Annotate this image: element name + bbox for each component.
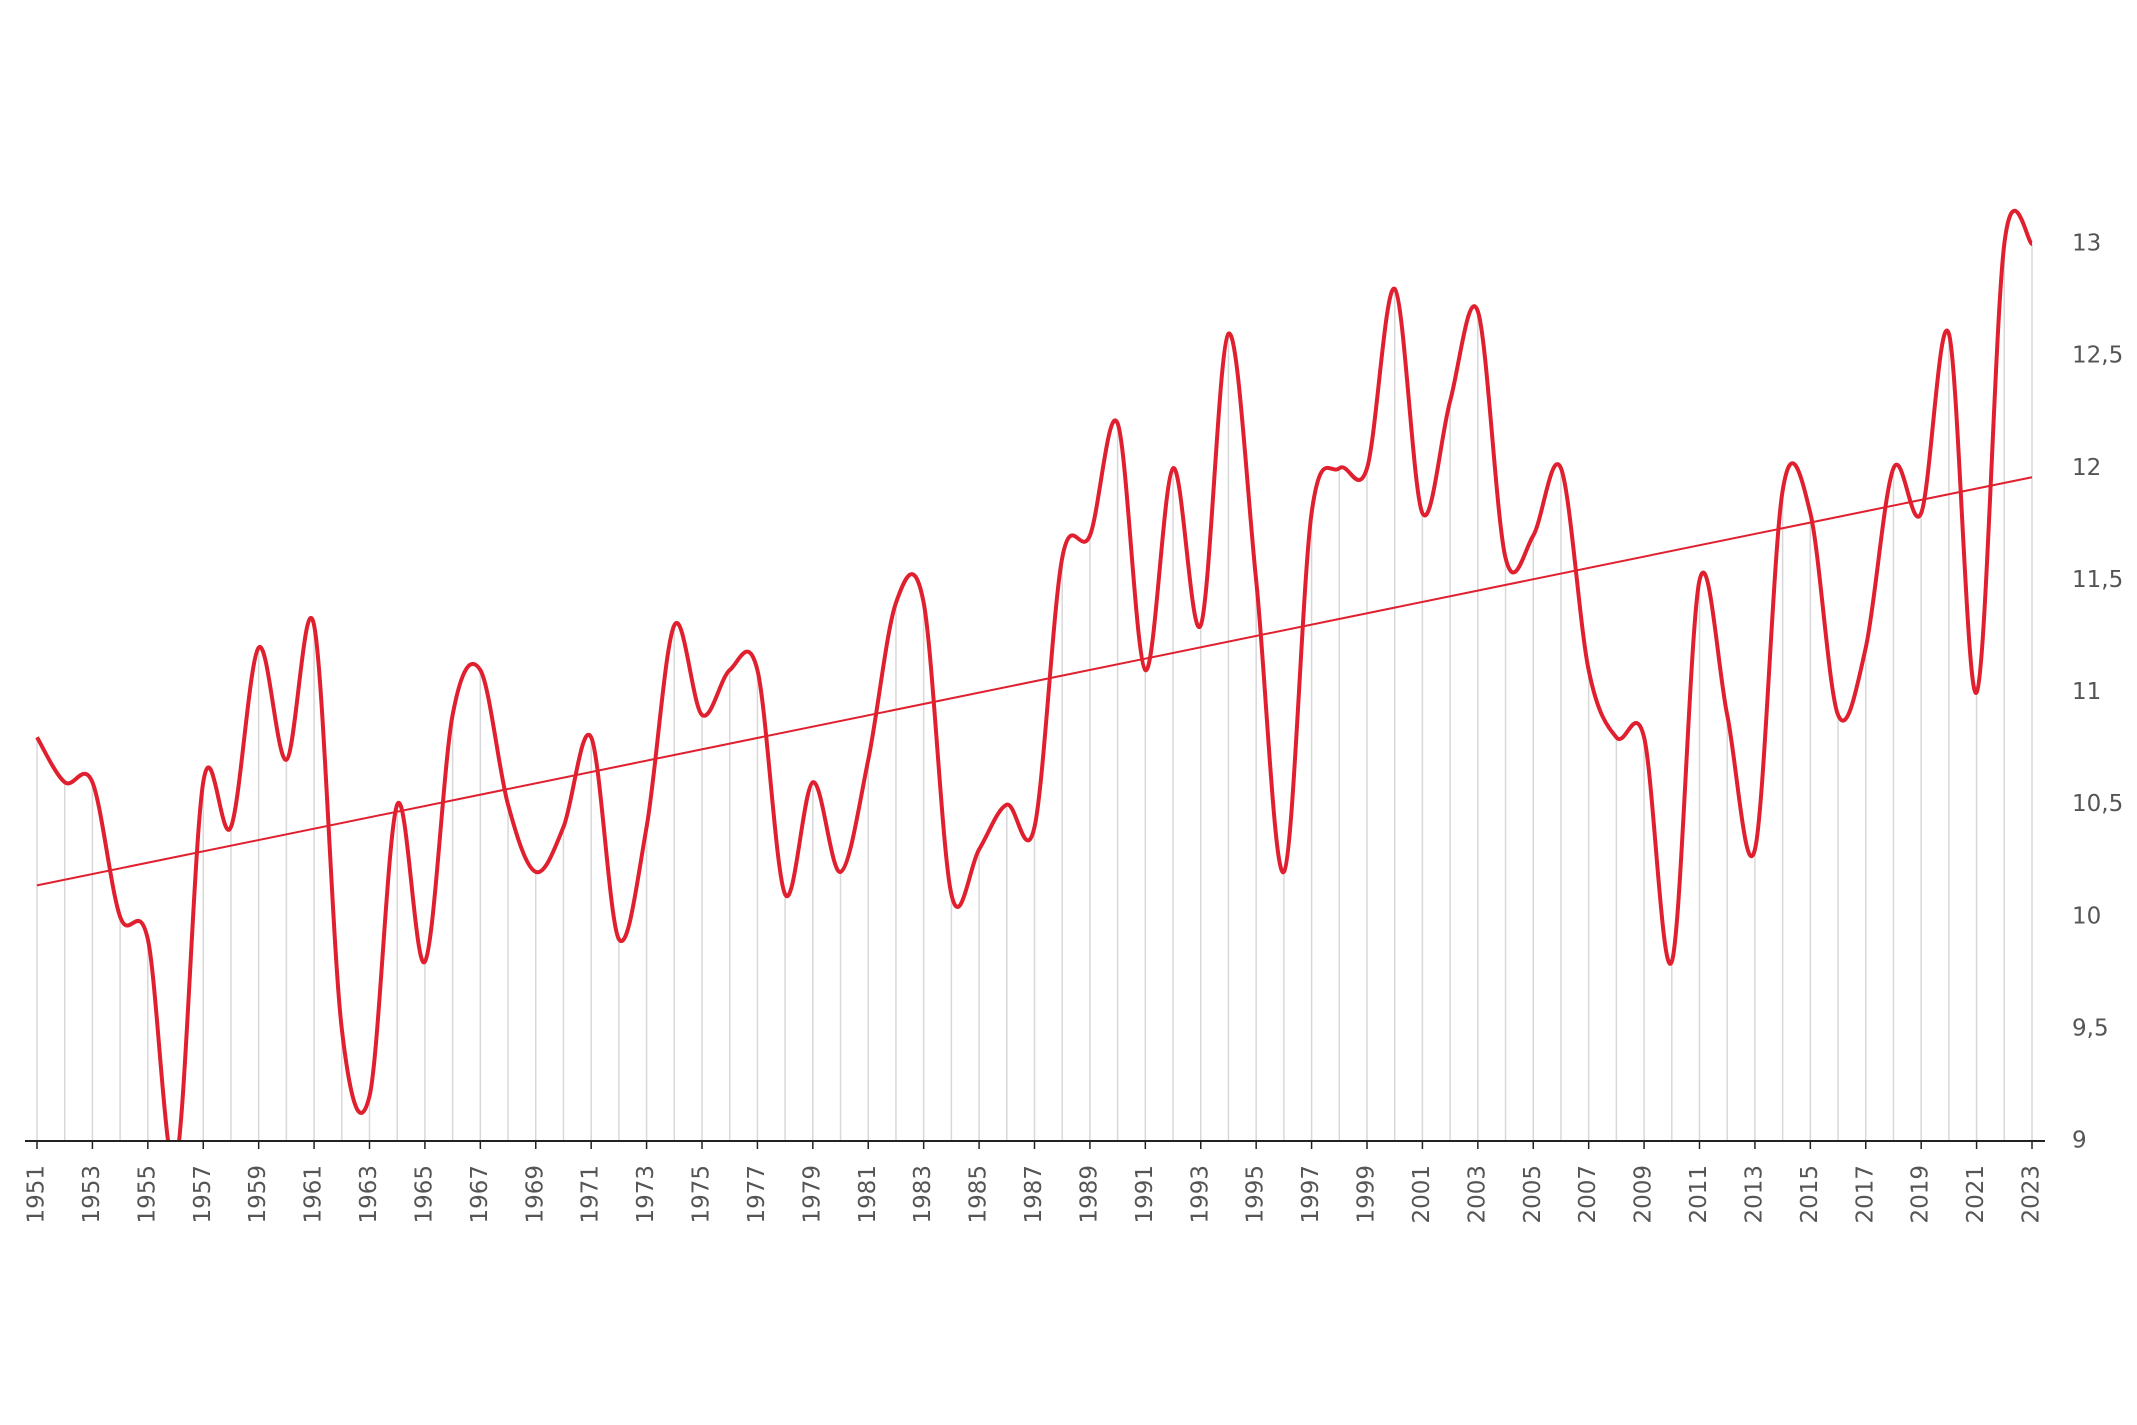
x-tick-label: 2007 (1575, 1165, 1601, 1224)
data-line (35, 208, 2034, 1141)
x-tick-label: 1985 (966, 1165, 992, 1224)
y-tick-label: 9,5 (2072, 1015, 2109, 1041)
x-tick-label: 2015 (1797, 1165, 1823, 1224)
x-tick-label: 1983 (910, 1165, 936, 1224)
y-tick-label: 13 (2072, 231, 2101, 257)
x-tick-label: 1955 (134, 1165, 160, 1224)
x-tick-label: 1963 (356, 1165, 382, 1224)
x-tick-label: 1973 (633, 1165, 659, 1224)
x-tick-label: 1967 (467, 1165, 493, 1224)
x-tick-label: 1969 (522, 1165, 548, 1224)
labels: 9 9,5 10 10,5 11 11,5 12 12,5 13 1951 1953 1955 1957… (24, 231, 2124, 1224)
x-tick-label: 1961 (301, 1165, 327, 1224)
x-tick-label: 1959 (245, 1165, 271, 1224)
x-tick-label: 2017 (1852, 1165, 1878, 1224)
x-tick-label: 2009 (1631, 1165, 1657, 1224)
x-tick-label: 2019 (1908, 1165, 1934, 1224)
x-tick-label: 1957 (190, 1165, 216, 1224)
x-tick-label: 1989 (1076, 1165, 1102, 1224)
x-tick-label: 1965 (411, 1165, 437, 1224)
y-tick-label: 12,5 (2072, 343, 2123, 369)
x-tick-label: 1997 (1298, 1165, 1324, 1224)
x-tick-label: 2021 (1963, 1165, 1989, 1224)
x-tick-label: 1981 (855, 1165, 881, 1224)
x-tick-label: 2013 (1741, 1165, 1767, 1224)
y-tick-label: 10 (2072, 903, 2101, 929)
x-tick-label: 1991 (1132, 1165, 1158, 1224)
x-tick-label: 1995 (1243, 1165, 1269, 1224)
x-tick-label: 1979 (799, 1165, 825, 1224)
x-tick-label: 2011 (1686, 1165, 1712, 1224)
x-tick-label: 2001 (1409, 1165, 1435, 1224)
x-tick-label: 2003 (1464, 1165, 1490, 1224)
plot (35, 208, 2034, 1141)
x-tick-label: 1953 (79, 1165, 105, 1224)
x-tick-label: 1975 (689, 1165, 715, 1224)
x-tick-label: 1977 (744, 1165, 770, 1224)
y-tick-label: 12 (2072, 455, 2101, 481)
x-tick-label: 2023 (2019, 1165, 2045, 1224)
y-tick-label: 10,5 (2072, 791, 2123, 817)
x-tick-label: 1999 (1354, 1165, 1380, 1224)
x-tick-label: 1971 (578, 1165, 604, 1224)
x-tick-label: 2005 (1520, 1165, 1546, 1224)
x-tick-label: 1987 (1021, 1165, 1047, 1224)
y-tick-label: 11,5 (2072, 567, 2123, 593)
trend-line (36, 476, 2033, 887)
y-tick-label: 9 (2072, 1128, 2087, 1154)
grid (36, 244, 2033, 1141)
y-tick-label: 11 (2072, 679, 2101, 705)
x-tick-label: 1993 (1187, 1165, 1213, 1224)
x-tick-label: 1951 (24, 1165, 50, 1224)
